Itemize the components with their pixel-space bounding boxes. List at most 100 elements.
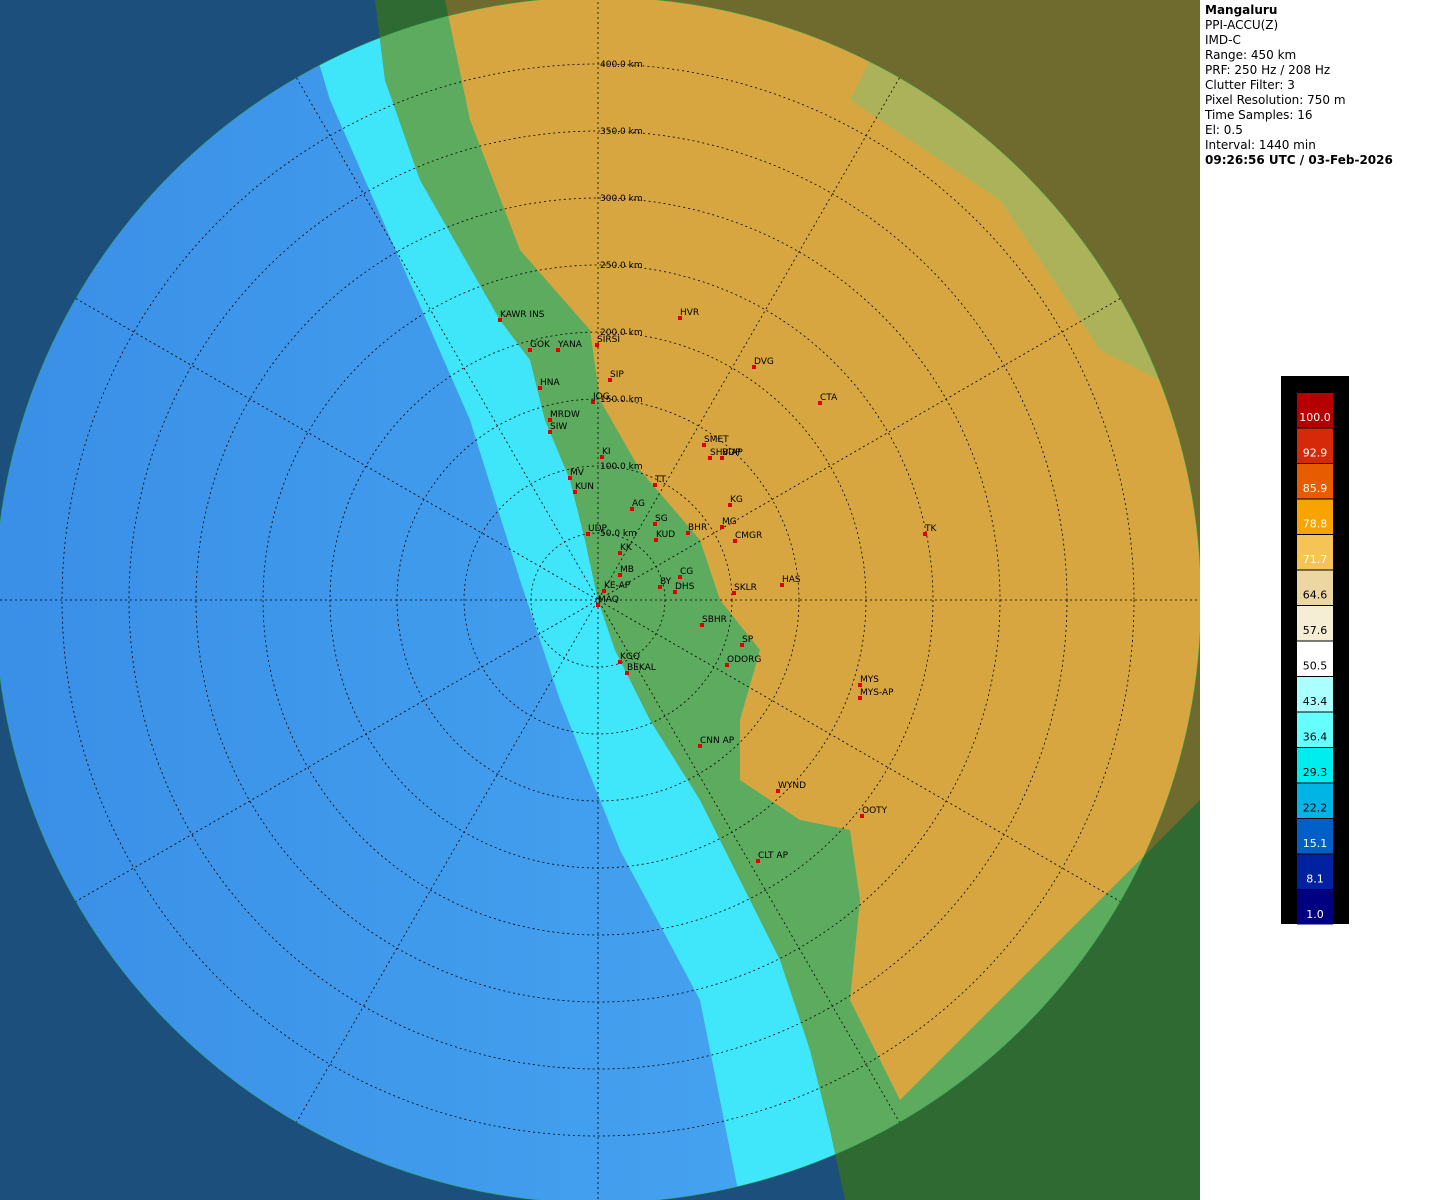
legend-label: 92.9 bbox=[1303, 446, 1328, 459]
station-dot bbox=[548, 418, 552, 422]
legend-swatch bbox=[1297, 570, 1333, 605]
legend-swatch bbox=[1297, 819, 1333, 854]
station-dot bbox=[618, 573, 622, 577]
station-label: MV bbox=[570, 468, 585, 478]
legend-label: 64.6 bbox=[1303, 588, 1328, 601]
station-label: KI bbox=[602, 447, 611, 457]
station-label: KUD bbox=[656, 530, 675, 540]
range-ring bbox=[195, 197, 1001, 1003]
station-dot bbox=[858, 696, 862, 700]
station-dot bbox=[818, 401, 822, 405]
legend-swatch bbox=[1297, 890, 1333, 925]
labels: 50.0 km 100.0 km 150.0 km 200.0 km 250.0 km 3… bbox=[498, 60, 937, 863]
station-label: GOK bbox=[530, 340, 551, 350]
range-ring bbox=[329, 331, 867, 869]
station-dot bbox=[686, 531, 690, 535]
station-dot bbox=[591, 400, 595, 404]
station-dot bbox=[776, 789, 780, 793]
station-label: KUN bbox=[575, 482, 594, 492]
station-dot bbox=[548, 430, 552, 434]
station-label: HVR bbox=[680, 308, 699, 318]
station-label: MYS-AP bbox=[860, 688, 894, 698]
info-line: Time Samples: 16 bbox=[1205, 108, 1313, 122]
station-label: TK bbox=[924, 524, 937, 534]
station-dot bbox=[698, 744, 702, 748]
station-label: HAS bbox=[782, 575, 801, 585]
station-dot bbox=[728, 503, 732, 507]
station-dot bbox=[678, 575, 682, 579]
station-dot bbox=[725, 663, 729, 667]
station-label: DVG bbox=[754, 357, 774, 367]
range-ring bbox=[530, 532, 666, 668]
legend-swatch bbox=[1297, 606, 1333, 641]
legend-label: 78.8 bbox=[1303, 517, 1328, 530]
range-label: 100.0 km bbox=[600, 462, 643, 472]
station-dot bbox=[720, 456, 724, 460]
station-label: CNN AP bbox=[700, 736, 735, 746]
info-line: Clutter Filter: 3 bbox=[1205, 78, 1295, 92]
station-label: TT bbox=[654, 475, 666, 485]
radar-plateau bbox=[445, 0, 1200, 1100]
info-line: El: 0.5 bbox=[1205, 123, 1243, 137]
station-dot bbox=[573, 490, 577, 494]
station-label: SMET bbox=[704, 435, 729, 445]
range-label: 50.0 km bbox=[600, 529, 637, 539]
legend-swatch bbox=[1297, 641, 1333, 676]
legend-label: 50.5 bbox=[1303, 659, 1328, 672]
info-line: 09:26:56 UTC / 03-Feb-2026 bbox=[1205, 153, 1393, 167]
station-label: SBHR bbox=[702, 615, 727, 625]
station-dot bbox=[528, 348, 532, 352]
range-grid bbox=[0, 0, 1200, 1200]
info-line: Interval: 1440 min bbox=[1205, 138, 1316, 152]
station-dot bbox=[596, 603, 600, 607]
legend-label: 71.7 bbox=[1303, 553, 1328, 566]
station-dot bbox=[700, 623, 704, 627]
station-label: SKLR bbox=[734, 583, 757, 593]
station-dot bbox=[780, 583, 784, 587]
station-dot bbox=[625, 671, 629, 675]
station-dot bbox=[618, 551, 622, 555]
legend-label: 57.6 bbox=[1303, 624, 1328, 637]
legend-label: 8.1 bbox=[1306, 872, 1324, 885]
legend-label: 15.1 bbox=[1303, 837, 1328, 850]
station-label: YANA bbox=[557, 340, 583, 350]
station-dot bbox=[733, 539, 737, 543]
legend-label: 100.0 bbox=[1299, 411, 1331, 424]
legend-swatch bbox=[1297, 748, 1333, 783]
legend-swatch bbox=[1297, 464, 1333, 499]
station-label: SIW bbox=[550, 422, 567, 432]
info-line: Pixel Resolution: 750 m bbox=[1205, 93, 1346, 107]
station-label: BY bbox=[660, 577, 672, 587]
station-dot bbox=[608, 378, 612, 382]
range-label: 150.0 km bbox=[600, 395, 643, 405]
radar-map: 50.0 km 100.0 km 150.0 km 200.0 km 250.0 km 3… bbox=[0, 0, 1200, 1200]
station-dot bbox=[752, 365, 756, 369]
station-dot bbox=[586, 532, 590, 536]
legend-swatch bbox=[1297, 854, 1333, 889]
range-label: 200.0 km bbox=[600, 328, 643, 338]
station-label: MRDW bbox=[550, 410, 580, 420]
station-label: MG bbox=[722, 517, 737, 527]
legend-label: 36.4 bbox=[1303, 730, 1328, 743]
station-dot bbox=[740, 643, 744, 647]
range-label: 350.0 km bbox=[600, 127, 643, 137]
station-dot bbox=[654, 538, 658, 542]
info-line: Mangaluru bbox=[1205, 3, 1278, 17]
legend-label: 85.9 bbox=[1303, 482, 1328, 495]
range-ring bbox=[463, 465, 733, 735]
station-label: CTA bbox=[820, 393, 838, 403]
radial-line bbox=[75, 298, 1121, 902]
legend-unit: kg/m² bbox=[1299, 924, 1331, 926]
info-line: PRF: 250 Hz / 208 Hz bbox=[1205, 63, 1331, 77]
range-ring bbox=[128, 130, 1068, 1070]
station-dot bbox=[600, 455, 604, 459]
station-dot bbox=[923, 532, 927, 536]
range-label: 300.0 km bbox=[600, 194, 643, 204]
legend-swatch bbox=[1297, 499, 1333, 534]
station-dot bbox=[498, 318, 502, 322]
legend-swatch bbox=[1297, 535, 1333, 570]
station-label: CMGR bbox=[735, 531, 762, 541]
legend-label: 22.2 bbox=[1303, 801, 1328, 814]
station-label: CLT AP bbox=[758, 851, 789, 861]
